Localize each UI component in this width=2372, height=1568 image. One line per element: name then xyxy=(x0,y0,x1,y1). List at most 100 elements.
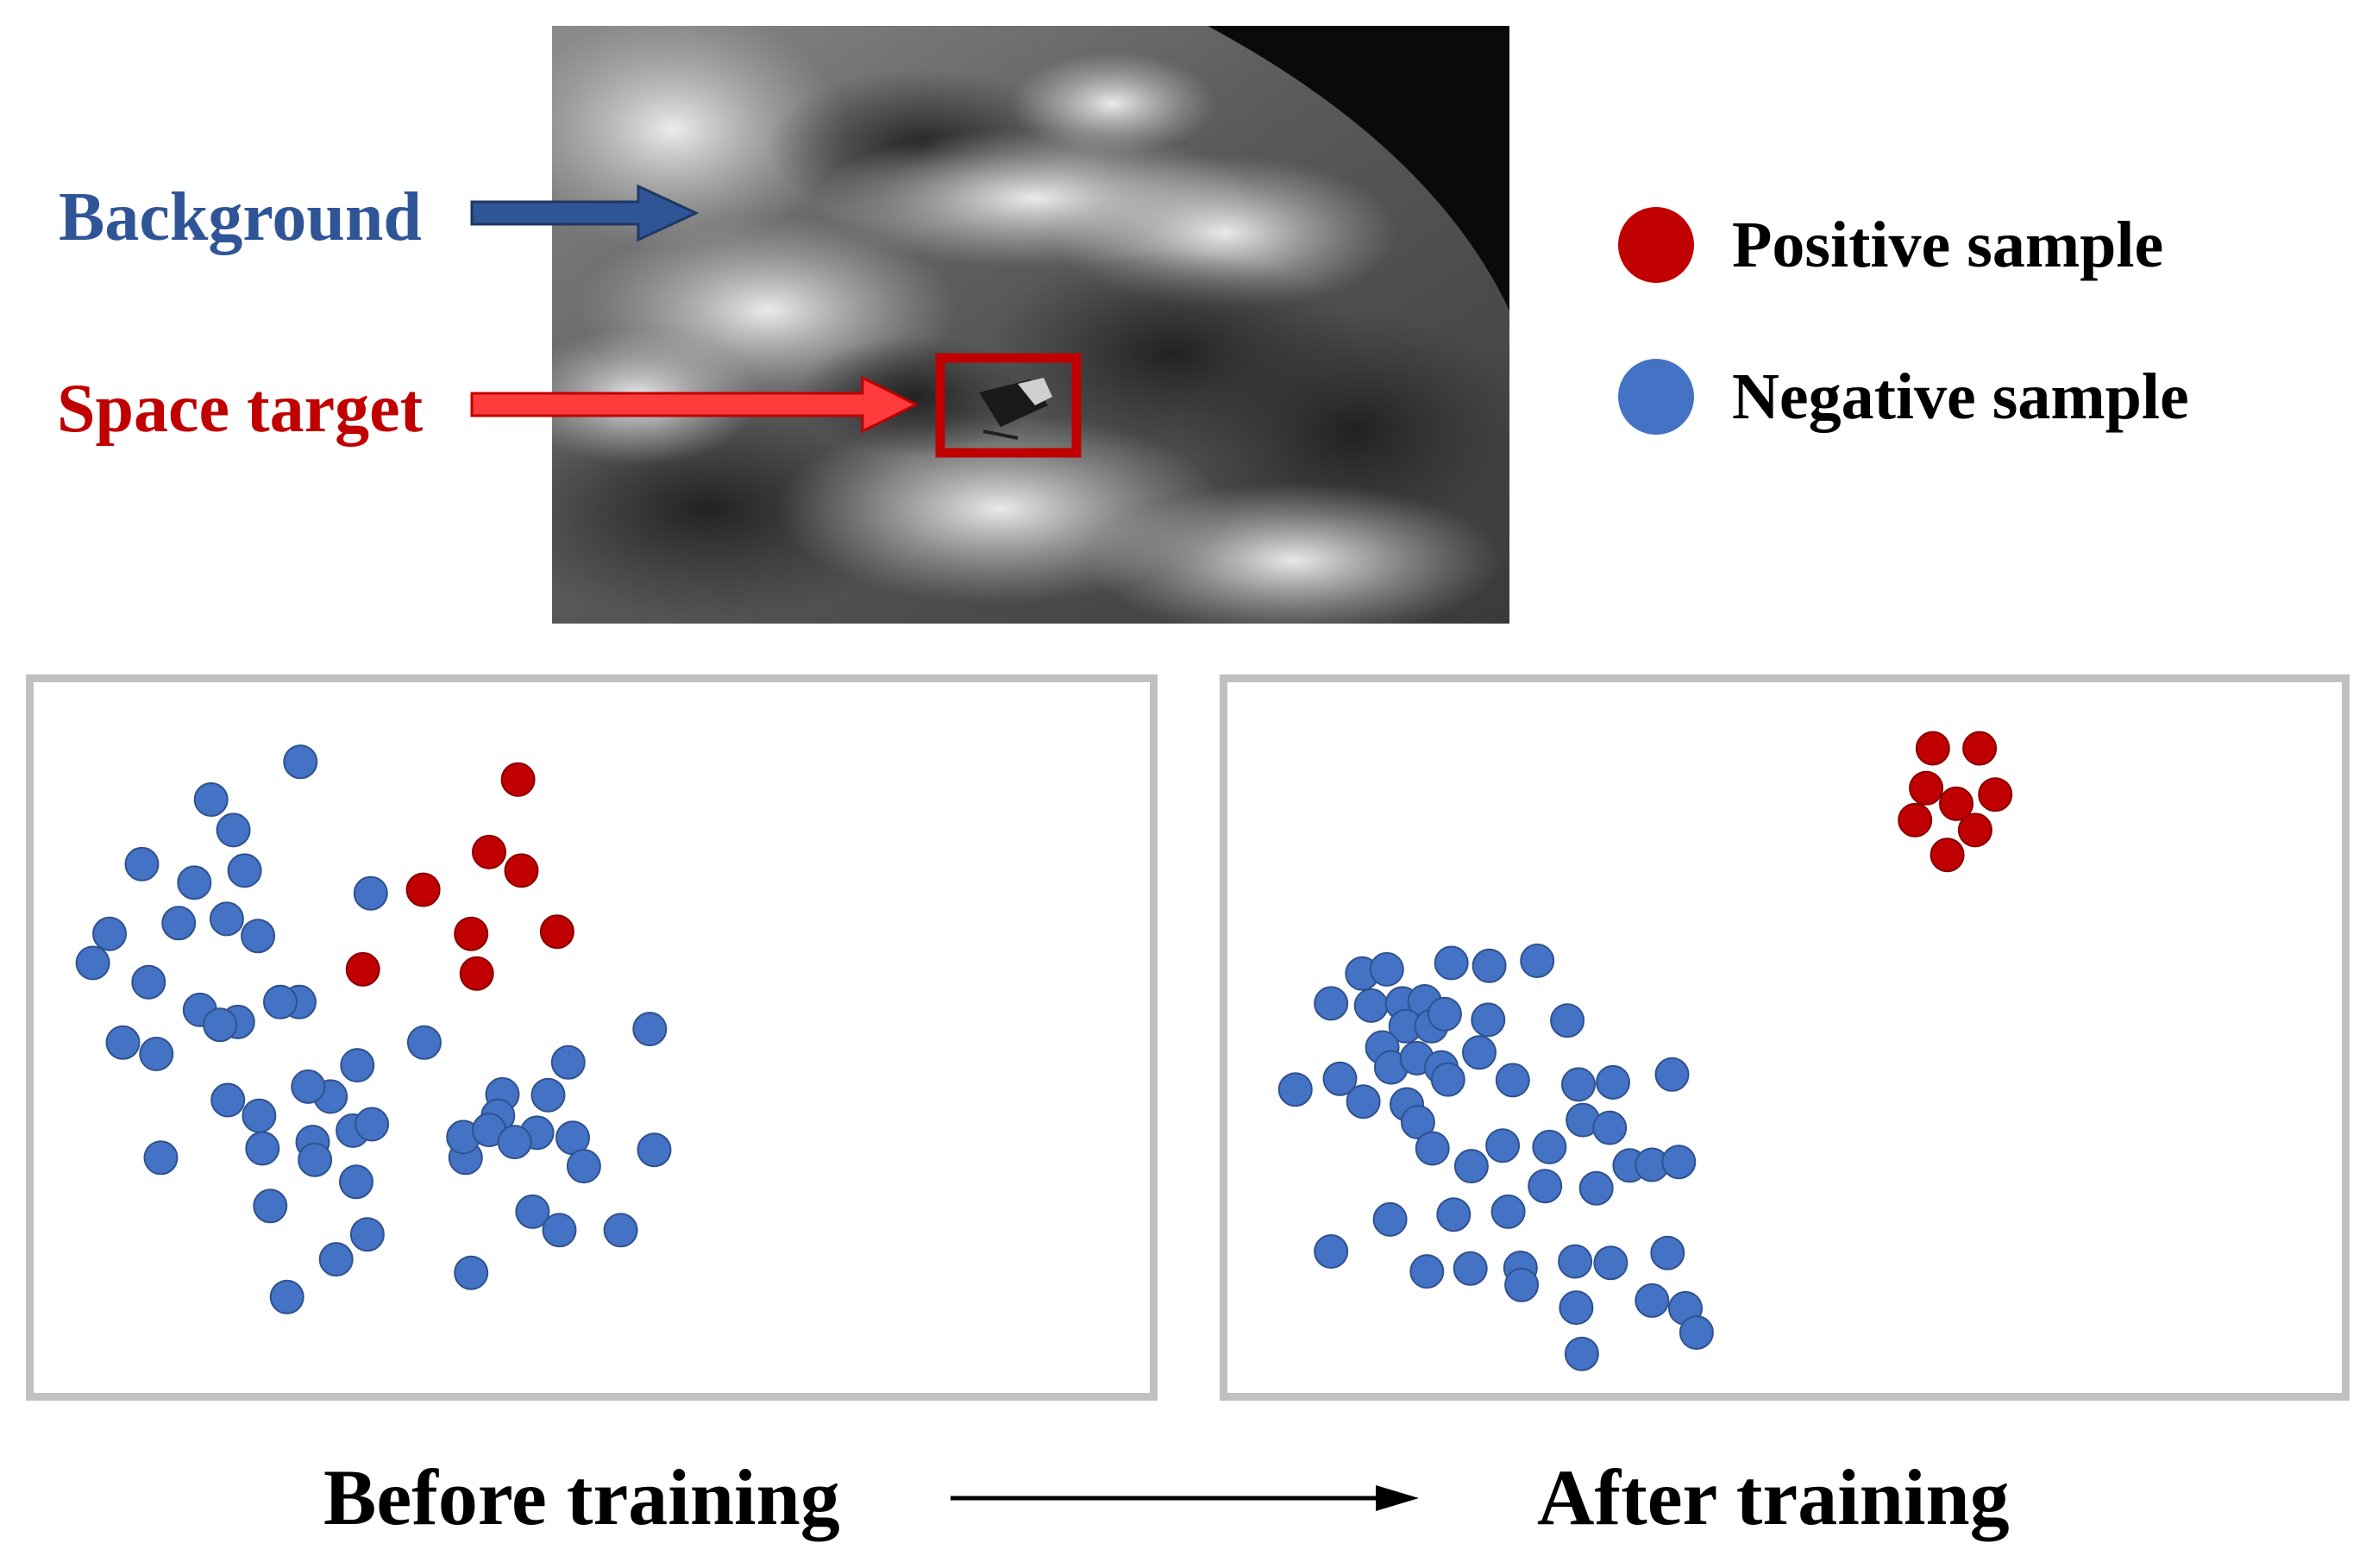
negative-sample-point xyxy=(1654,1057,1690,1092)
negative-sample-point xyxy=(1520,944,1555,978)
negative-sample-point xyxy=(1436,1197,1472,1232)
negative-sample-point xyxy=(1277,1072,1313,1107)
negative-sample-point xyxy=(1369,951,1404,987)
negative-sample-point xyxy=(193,782,229,817)
positive-legend-dot xyxy=(1618,207,1694,283)
negative-sample-point xyxy=(1650,1235,1685,1270)
negative-sample-point xyxy=(566,1149,601,1184)
negative-sample-point xyxy=(298,1142,333,1177)
positive-sample-point xyxy=(1957,812,1992,848)
negative-sample-point xyxy=(283,744,318,780)
after-training-scatter xyxy=(1277,731,2013,1371)
training-arrow xyxy=(951,1485,1419,1511)
positive-sample-point xyxy=(454,916,489,951)
negative-sample-point xyxy=(1635,1283,1670,1318)
negative-sample-point xyxy=(1558,1244,1593,1279)
negative-sample-point xyxy=(1528,1169,1563,1204)
negative-sample-point xyxy=(632,1012,668,1047)
positive-sample-point xyxy=(1915,731,1950,766)
negative-sample-point xyxy=(1322,1061,1358,1096)
space-target-label: Space target xyxy=(57,371,424,447)
positive-sample-point xyxy=(1898,802,1933,837)
positive-sample-point xyxy=(345,951,380,987)
positive-sample-point xyxy=(1909,770,1944,806)
negative-sample-point xyxy=(210,1082,246,1118)
negative-sample-point xyxy=(1485,1128,1521,1163)
negative-sample-point xyxy=(1490,1194,1526,1229)
negative-sample-point xyxy=(1559,1290,1594,1326)
negative-legend-dot xyxy=(1618,359,1694,435)
target-bounding-box xyxy=(935,353,1082,458)
negative-sample-point xyxy=(1593,1245,1628,1281)
negative-sample-point xyxy=(177,865,212,900)
negative-sample-point xyxy=(1427,996,1462,1032)
after-training-panel xyxy=(1220,674,2350,1401)
negative-sample-point xyxy=(143,1140,179,1176)
earth-image xyxy=(552,26,1509,624)
positive-sample-point xyxy=(405,872,441,907)
negative-sample-point xyxy=(1596,1064,1630,1100)
negative-sample-point xyxy=(1471,1002,1506,1038)
space-target-arrow xyxy=(470,375,919,434)
negative-sample-point xyxy=(203,1007,238,1043)
negative-sample-point xyxy=(131,964,166,1000)
positive-sample-point xyxy=(1939,786,1974,821)
negative-sample-point xyxy=(269,1279,304,1314)
negative-sample-point xyxy=(245,1131,280,1166)
negative-sample-point xyxy=(1409,1254,1445,1289)
negative-sample-point xyxy=(1504,1267,1540,1302)
negative-sample-point xyxy=(253,1189,288,1224)
negative-sample-point xyxy=(1372,1201,1408,1237)
negative-sample-point xyxy=(530,1077,566,1113)
negative-sample-point xyxy=(1462,1035,1497,1070)
negative-sample-point xyxy=(1561,1067,1596,1102)
negative-sample-point xyxy=(1550,1003,1585,1038)
negative-sample-point xyxy=(75,945,110,981)
negative-legend-label: Negative sample xyxy=(1732,361,2189,433)
negative-sample-point xyxy=(515,1194,550,1229)
positive-sample-point xyxy=(500,762,536,797)
positive-sample-point xyxy=(1962,731,1998,766)
negative-sample-point xyxy=(1578,1170,1614,1206)
negative-sample-point xyxy=(353,875,388,911)
negative-sample-point xyxy=(1346,1084,1381,1120)
positive-sample-point xyxy=(1930,837,1965,873)
earth-photo-svg xyxy=(552,26,1509,624)
negative-sample-point xyxy=(497,1125,532,1160)
negative-sample-point xyxy=(454,1255,489,1290)
positive-legend-label: Positive sample xyxy=(1732,209,2164,281)
negative-sample-point xyxy=(349,1217,385,1252)
negative-sample-point xyxy=(92,916,127,951)
negative-sample-point xyxy=(216,812,251,848)
negative-sample-point xyxy=(406,1025,442,1060)
negative-sample-point xyxy=(139,1037,174,1071)
positive-sample-point xyxy=(459,956,494,991)
negative-sample-point xyxy=(1495,1063,1530,1098)
negative-sample-point xyxy=(209,901,244,937)
negative-sample-point xyxy=(339,1164,373,1200)
negative-sample-point xyxy=(1453,1149,1489,1184)
satellite-target xyxy=(979,378,1052,440)
negative-sample-point xyxy=(1314,986,1349,1021)
negative-sample-point xyxy=(550,1044,586,1080)
negative-sample-point xyxy=(542,1213,577,1248)
negative-sample-point xyxy=(637,1132,672,1168)
negative-sample-point xyxy=(340,1048,375,1083)
after-training-caption: After training xyxy=(1537,1453,2010,1541)
positive-sample-point xyxy=(504,853,539,888)
negative-sample-point xyxy=(603,1213,638,1248)
before-training-panel xyxy=(26,674,1158,1401)
negative-sample-point xyxy=(1592,1110,1628,1145)
before-training-caption: Before training xyxy=(323,1453,840,1541)
negative-sample-point xyxy=(1415,1131,1450,1166)
negative-sample-point xyxy=(1314,1234,1349,1269)
negative-sample-point xyxy=(105,1025,141,1060)
negative-sample-point xyxy=(227,853,262,888)
positive-sample-point xyxy=(539,914,574,950)
negative-sample-point xyxy=(263,984,298,1019)
negative-sample-point xyxy=(241,919,276,954)
background-label: Background xyxy=(59,179,422,255)
negative-sample-point xyxy=(1661,1145,1697,1180)
negative-sample-point xyxy=(242,1098,277,1133)
negative-sample-point xyxy=(1532,1129,1567,1164)
